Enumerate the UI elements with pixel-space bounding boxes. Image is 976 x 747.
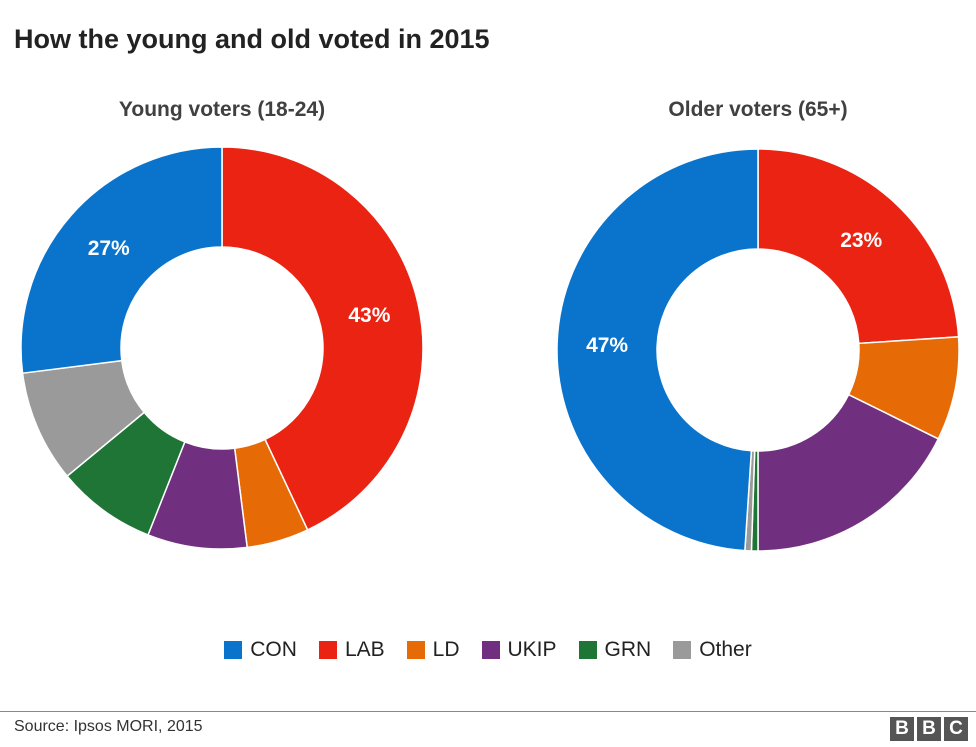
legend-swatch	[481, 641, 500, 659]
slice-con	[20, 146, 223, 375]
legend-swatch	[318, 641, 337, 659]
legend-label: GRN	[604, 638, 652, 661]
divider	[0, 711, 976, 712]
chart-title: How the young and old voted in 2015	[14, 24, 490, 54]
data-label-con: 47%	[586, 334, 628, 357]
legend-item-con: CON	[224, 638, 297, 662]
source-note: Source: Ipsos MORI, 2015	[14, 718, 203, 735]
slice-con	[556, 148, 759, 552]
data-label-con: 27%	[88, 237, 130, 260]
data-label-lab: 23%	[840, 229, 882, 252]
legend-item-ld: LD	[406, 638, 460, 662]
donut-charts: 43% 27% 23% 47%	[20, 146, 960, 552]
slice-ukip	[757, 393, 940, 552]
slice-lab	[221, 146, 424, 531]
legend: CON LAB LD UKIP GRN Other	[0, 638, 976, 662]
legend-label: Other	[699, 638, 752, 661]
legend-item-grn: GRN	[578, 638, 652, 662]
legend-item-lab: LAB	[318, 638, 385, 662]
legend-label: LD	[432, 638, 460, 661]
older-subtitle: Older voters (65+)	[668, 98, 848, 121]
legend-swatch	[673, 641, 692, 659]
legend-label: CON	[250, 638, 297, 661]
legend-item-other: Other	[673, 638, 752, 662]
slice-lab	[757, 148, 960, 345]
legend-swatch	[578, 641, 597, 659]
data-label-lab: 43%	[348, 304, 390, 327]
legend-item-ukip: UKIP	[481, 638, 557, 662]
legend-label: LAB	[344, 638, 385, 661]
legend-swatch	[406, 641, 425, 659]
legend-label: UKIP	[507, 638, 557, 661]
legend-swatch	[224, 641, 243, 659]
young-subtitle: Young voters (18-24)	[118, 98, 326, 121]
